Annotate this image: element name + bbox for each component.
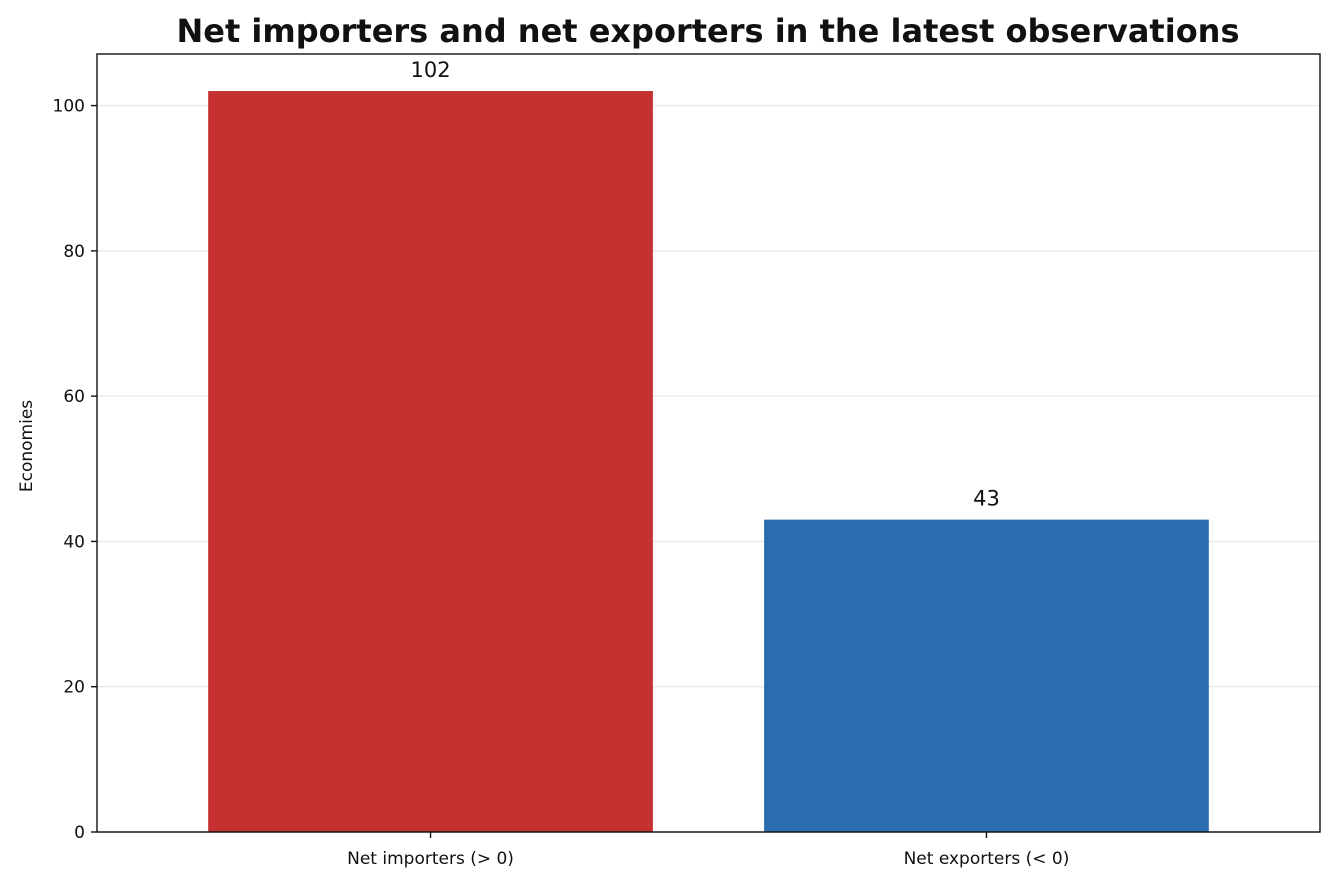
data-labels: 102 43 — [410, 58, 999, 511]
data-label-net-exporters: 43 — [973, 487, 1000, 511]
bar-net-exporters — [764, 519, 1209, 832]
chart-title: Net importers and net exporters in the l… — [176, 12, 1239, 50]
y-tick-label: 100 — [53, 97, 85, 117]
x-axis-ticks: Net importers (> 0) Net exporters (< 0) — [347, 832, 1069, 869]
y-tick-label: 40 — [63, 532, 85, 552]
y-tick-label: 20 — [63, 678, 85, 698]
y-axis-ticks: 0 20 40 60 80 100 — [53, 97, 97, 843]
data-label-net-importers: 102 — [410, 58, 450, 82]
bars — [208, 91, 1209, 833]
y-tick-label: 0 — [74, 823, 85, 843]
x-tick-label: Net importers (> 0) — [347, 849, 514, 869]
x-tick-label: Net exporters (< 0) — [904, 849, 1070, 869]
y-tick-label: 80 — [63, 242, 85, 262]
plot-frame — [96, 53, 1321, 833]
y-axis-label: Economies — [17, 400, 37, 492]
bar-net-importers — [208, 91, 653, 833]
y-tick-label: 60 — [63, 387, 85, 407]
